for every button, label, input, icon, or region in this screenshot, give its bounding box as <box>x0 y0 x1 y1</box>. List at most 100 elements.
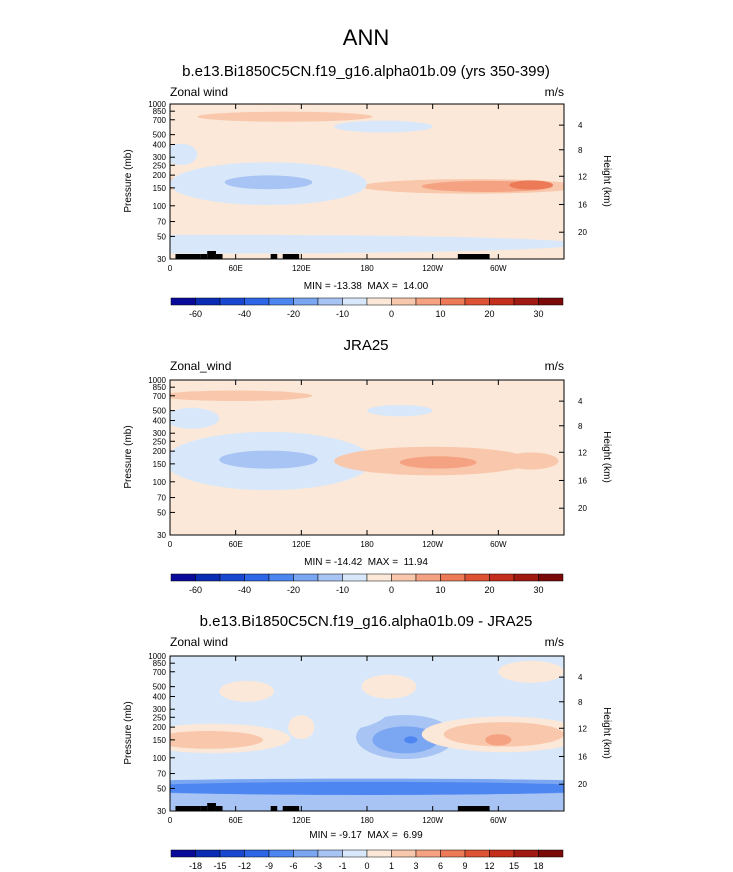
colorbar-label: -12 <box>238 861 251 871</box>
colorbar-bin <box>538 573 564 582</box>
contour-region <box>443 722 564 747</box>
colorbar-bin <box>415 573 441 582</box>
terrain-mask <box>175 251 490 259</box>
colorbar-label: 15 <box>509 861 519 871</box>
colorbar-bin <box>268 297 294 306</box>
colorbar-bin <box>440 573 466 582</box>
x-tick-label: 120W <box>422 816 443 825</box>
contour-region <box>485 734 512 746</box>
y-tick-label: 300 <box>153 153 167 162</box>
y2-tick-label: 20 <box>578 504 587 513</box>
x-axis: 0 60E 120E 180 120W 60W <box>168 380 507 549</box>
panel-reanalysis: JRA25 Zonal_wind m/s 0 60E 120E 180 120W 60W … <box>123 337 612 595</box>
colorbar-bin <box>366 849 392 858</box>
y-tick-label: 300 <box>153 705 167 714</box>
colorbar-bin <box>268 573 294 582</box>
y-tick-label: 850 <box>153 383 167 392</box>
contour-region <box>498 660 564 683</box>
y-tick-label: 250 <box>153 437 167 446</box>
colorbar-label: 20 <box>484 585 494 595</box>
panel-title: b.e13.Bi1850C5CN.f19_g16.alpha01b.09 - J… <box>200 613 533 630</box>
contour-region <box>509 180 554 190</box>
x-tick-label: 120W <box>422 264 443 273</box>
y-tick-label: 200 <box>153 723 167 732</box>
colorbar-bin <box>489 297 515 306</box>
colorbar-bin <box>342 849 368 858</box>
colorbar-bin <box>489 573 515 582</box>
y-tick-label: 500 <box>153 407 167 416</box>
x-tick-label: 60W <box>490 540 507 549</box>
colorbar-bin <box>391 573 417 582</box>
y-tick-label: 1000 <box>148 376 166 385</box>
colorbar-label: -20 <box>287 309 300 319</box>
y2-tick-label: 8 <box>578 422 583 431</box>
y-tick-label: 150 <box>153 184 167 193</box>
contour-field <box>170 656 564 811</box>
terrain-mask <box>175 803 490 811</box>
left-label: Zonal wind <box>170 635 228 649</box>
contour-field <box>170 104 564 259</box>
y-tick-label: 100 <box>153 478 167 487</box>
y-tick-label: 30 <box>157 807 166 816</box>
y-tick-label: 100 <box>153 202 167 211</box>
panel-model: b.e13.Bi1850C5CN.f19_g16.alpha01b.09 (yr… <box>123 63 612 319</box>
colorbar-label: -20 <box>287 585 300 595</box>
colorbar-bin <box>170 849 196 858</box>
colorbar-label: 3 <box>413 861 418 871</box>
y-tick-label: 100 <box>153 754 167 763</box>
y2-tick-label: 4 <box>578 397 583 406</box>
colorbar-label: -18 <box>189 861 202 871</box>
contour-region <box>224 175 313 190</box>
colorbar-bin <box>317 573 343 582</box>
contour-region <box>170 781 564 795</box>
colorbar-bin <box>391 849 417 858</box>
colorbar-bin <box>268 849 294 858</box>
min-max-stats: MIN = -13.38 MAX = 14.00 <box>304 281 429 292</box>
colorbar-bin <box>415 849 441 858</box>
colorbar-bin <box>317 849 343 858</box>
terrain-block <box>282 806 300 811</box>
x-tick-label: 120E <box>292 816 311 825</box>
colorbar-label: 30 <box>533 309 543 319</box>
contour-region <box>170 407 220 429</box>
y2-tick-label: 4 <box>578 673 583 682</box>
units-label: m/s <box>545 359 564 373</box>
colorbar-label: -1 <box>338 861 346 871</box>
left-label: Zonal wind <box>170 85 228 99</box>
colorbar-bin <box>195 573 221 582</box>
y2-tick-label: 8 <box>578 698 583 707</box>
colorbar-bin <box>464 573 490 582</box>
terrain-block <box>215 806 223 811</box>
colorbar-label: -60 <box>189 309 202 319</box>
y-tick-label: 150 <box>153 736 167 745</box>
x-tick-label: 60E <box>229 540 243 549</box>
y2-tick-label: 20 <box>578 780 587 789</box>
left-label: Zonal_wind <box>170 359 231 373</box>
y-tick-label: 200 <box>153 447 167 456</box>
colorbar-label: -10 <box>336 309 349 319</box>
terrain-block <box>270 806 278 811</box>
x-tick-label: 60E <box>229 264 243 273</box>
colorbar: -60 -40 -20 -10 0 10 20 30 <box>170 573 564 595</box>
colorbar-bin <box>538 297 564 306</box>
y-tick-label: 50 <box>157 508 166 517</box>
colorbar-label: -9 <box>265 861 273 871</box>
y2-axis-label: Height (km) <box>601 431 612 483</box>
contour-field <box>170 380 564 535</box>
colorbar-label: 12 <box>484 861 494 871</box>
contour-region <box>503 452 559 470</box>
x-tick-label: 0 <box>168 264 173 273</box>
colorbar-label: 18 <box>533 861 543 871</box>
colorbar-bin <box>244 297 270 306</box>
contour-region <box>197 111 373 122</box>
y2-axis: 4 8 12 16 20 <box>559 673 587 789</box>
colorbar-bin <box>464 297 490 306</box>
colorbar-label: 6 <box>438 861 443 871</box>
terrain-block <box>200 254 208 259</box>
y2-axis-label: Height (km) <box>601 707 612 759</box>
colorbar-bin <box>391 297 417 306</box>
colorbar-bin <box>366 573 392 582</box>
colorbar: -18 -15 -12 -9 -6 -3 -1 0 1 3 6 9 12 15 18 <box>170 849 564 871</box>
